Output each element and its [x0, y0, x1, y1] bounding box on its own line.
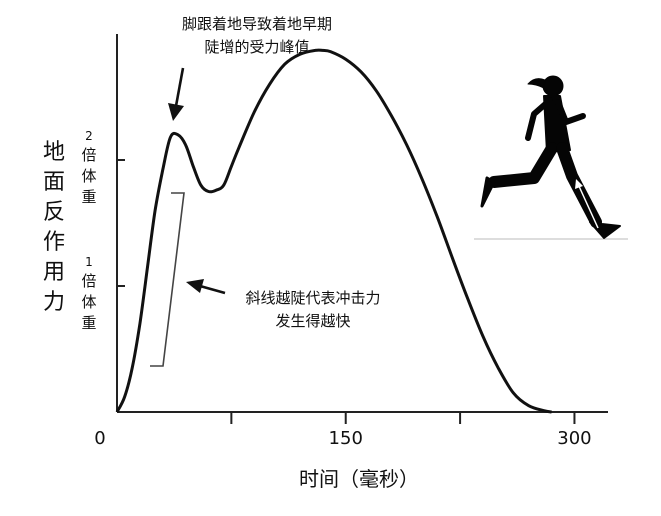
x-axis-label: 时间（毫秒）: [299, 467, 419, 491]
y-tick-unit: 倍体重: [81, 146, 96, 206]
x-tick-label: 300: [557, 428, 591, 449]
y-tick-value: 2: [85, 129, 93, 143]
annotation-impact-peak-arrow: [168, 67, 185, 121]
y-axis-label-char: 用: [43, 260, 65, 285]
y-ticks: 1 倍体重 2 倍体重: [81, 129, 125, 332]
annotation-slope-line-2: 发生得越快: [275, 312, 350, 330]
annotation-impact-peak-line-1: 脚跟着地导致着地早期: [182, 15, 332, 33]
runner-silhouette-icon: [474, 75, 628, 240]
annotation-slope-arrow: [186, 279, 226, 295]
annotation-impact-peak: 脚跟着地导致着地早期 陡增的受力峰值: [168, 15, 332, 121]
force-curve-line: [115, 48, 552, 414]
y-axis-label-char: 反: [43, 200, 65, 225]
x-tick-label: 0: [94, 428, 105, 449]
y-tick-value: 1: [85, 255, 93, 269]
y-axis-label-char: 作: [43, 230, 65, 255]
y-tick-unit: 倍体重: [81, 272, 96, 332]
x-tick-label: 150: [329, 428, 363, 449]
annotation-impact-peak-line-2: 陡增的受力峰值: [204, 38, 309, 56]
slope-bracket: [150, 192, 185, 367]
annotation-slope-line-1: 斜线越陡代表冲击力: [245, 289, 380, 307]
y-axis-label-char: 面: [43, 170, 65, 195]
y-axis-label-char: 地: [43, 140, 65, 165]
x-ticks: 0 150 300: [94, 412, 592, 449]
annotation-slope: 斜线越陡代表冲击力 发生得越快: [186, 279, 381, 330]
y-axis-label-char: 力: [43, 290, 65, 315]
